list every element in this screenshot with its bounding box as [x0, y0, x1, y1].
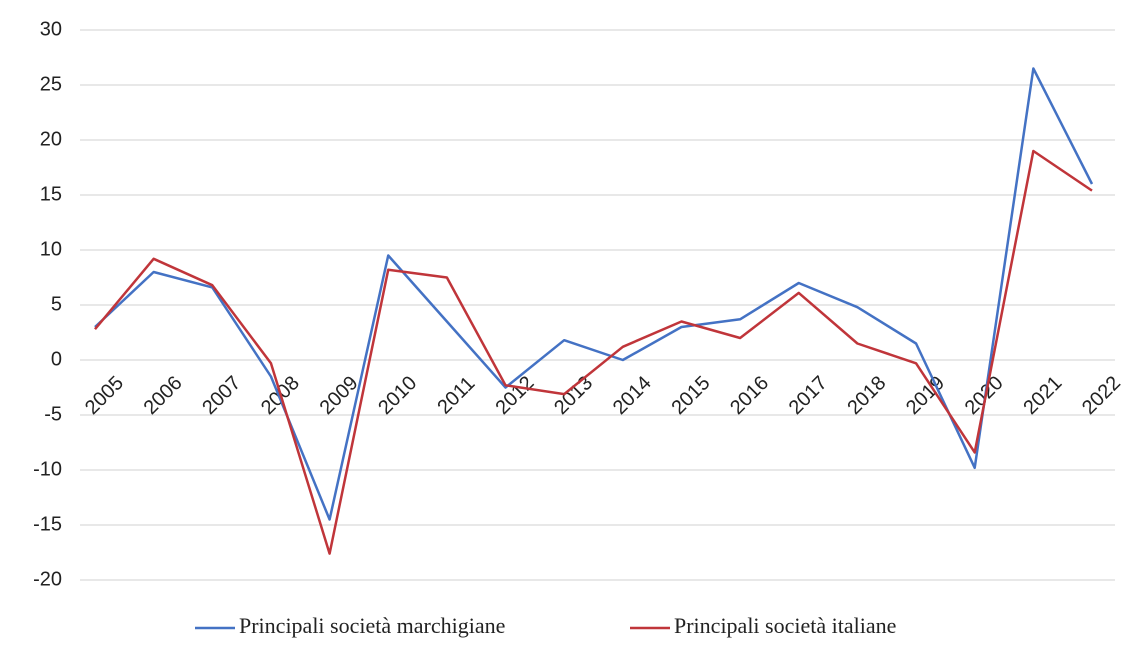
- legend-label: Principali società italiane: [674, 613, 896, 638]
- x-tick-label: 2006: [140, 372, 187, 419]
- legend: Principali società marchigiane Principali…: [195, 613, 896, 638]
- x-tick-label: 2013: [550, 372, 597, 419]
- series-line: [94, 67, 1094, 521]
- y-tick-label: -20: [33, 568, 62, 590]
- y-tick-label: 20: [40, 128, 62, 150]
- x-tick-label: 2014: [609, 372, 656, 419]
- y-tick-label: 5: [51, 293, 62, 315]
- x-tick-label: 2007: [198, 372, 245, 419]
- y-tick-label: 0: [51, 348, 62, 370]
- series-line: [94, 149, 1093, 555]
- x-tick-label: 2021: [1019, 372, 1066, 419]
- x-tick-label: 2011: [433, 373, 479, 419]
- y-tick-label: -10: [33, 458, 62, 480]
- x-tick-label: 2022: [1078, 372, 1125, 419]
- legend-label: Principali società marchigiane: [239, 613, 505, 638]
- y-tick-label: 10: [40, 238, 62, 260]
- y-tick-label: 30: [40, 18, 62, 40]
- x-tick-label: 2016: [726, 372, 773, 419]
- y-tick-label: 15: [40, 183, 62, 205]
- x-tick-label: 2005: [81, 372, 128, 419]
- x-tick-label: 2010: [374, 372, 421, 419]
- x-tick-label: 2017: [785, 372, 832, 419]
- y-tick-label: -15: [33, 513, 62, 535]
- x-tick-label: 2009: [316, 372, 363, 419]
- x-tick-label: 2015: [667, 372, 714, 419]
- y-tick-label: 25: [40, 73, 62, 95]
- y-tick-label: -5: [44, 403, 62, 425]
- x-tick-label: 2018: [843, 372, 890, 419]
